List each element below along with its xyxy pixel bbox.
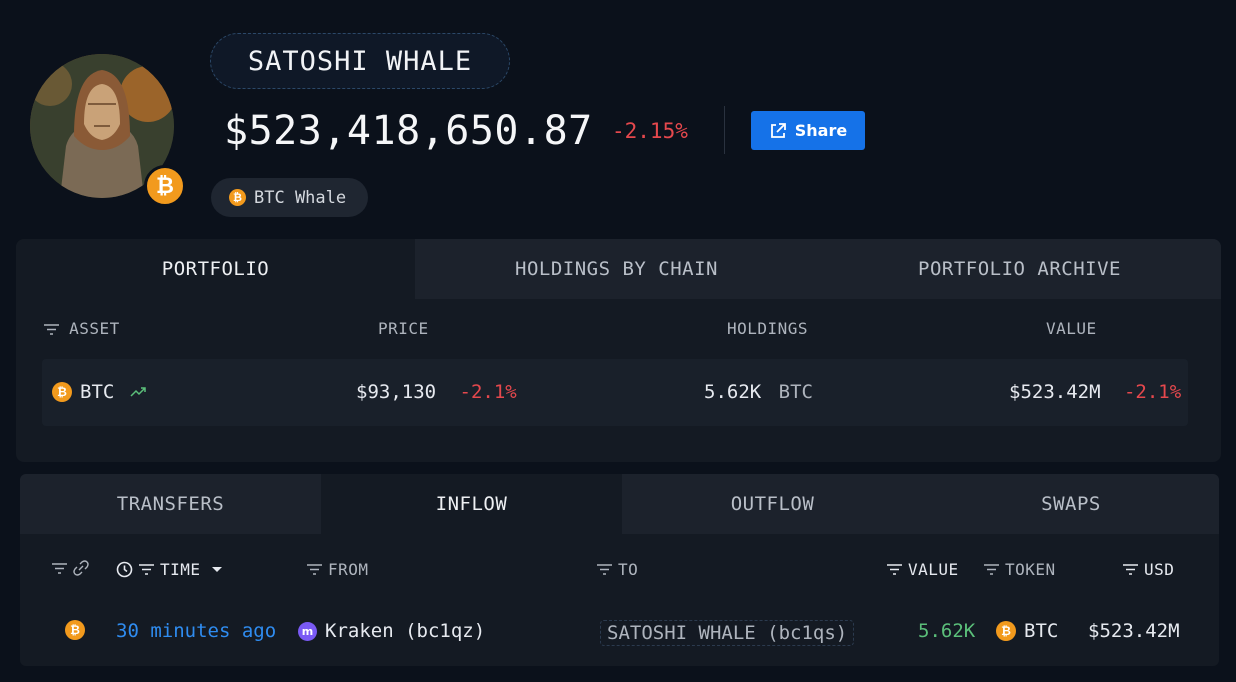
divider xyxy=(724,106,725,154)
bitcoin-icon: ₿ xyxy=(65,620,85,640)
column-usd[interactable]: USD xyxy=(1123,560,1174,579)
total-portfolio-value: $523,418,650.87 xyxy=(224,108,593,154)
link-icon xyxy=(73,560,89,576)
column-time[interactable]: TIME xyxy=(116,560,223,579)
tab-inflow[interactable]: INFLOW xyxy=(321,474,622,534)
price-value: $93,130 xyxy=(356,381,437,403)
holdings-cell: 5.62K BTC xyxy=(704,381,813,403)
hooded-figure-icon xyxy=(30,54,174,198)
token-symbol: BTC xyxy=(1024,620,1059,642)
bitcoin-icon: ₿ xyxy=(52,382,72,402)
from-entity: Kraken (bc1qz) xyxy=(325,620,486,642)
bitcoin-icon: ₿ xyxy=(229,189,246,206)
entity-tag[interactable]: ₿ BTC Whale xyxy=(211,178,368,217)
chain-cell: ₿ xyxy=(65,620,85,640)
price-cell: $93,130 -2.1% xyxy=(356,381,517,403)
time-link[interactable]: 30 minutes ago xyxy=(116,620,277,642)
external-link-icon xyxy=(770,122,786,138)
profile-name: SATOSHI WHALE xyxy=(210,33,510,89)
transfer-usd: $523.42M xyxy=(1088,620,1180,642)
from-cell[interactable]: m Kraken (bc1qz) xyxy=(298,620,485,642)
tab-transfers[interactable]: TRANSFERS xyxy=(20,474,321,534)
total-change: -2.15% xyxy=(612,119,688,143)
tag-label: BTC Whale xyxy=(254,187,347,208)
transfer-value: 5.62K xyxy=(918,620,976,642)
filter-icon xyxy=(597,564,612,575)
to-entity: SATOSHI WHALE (bc1qs) xyxy=(600,620,855,646)
token-cell[interactable]: ₿ BTC xyxy=(996,620,1058,642)
filter-icon xyxy=(52,562,67,574)
column-chain[interactable] xyxy=(52,560,89,576)
tab-portfolio-archive[interactable]: PORTFOLIO ARCHIVE xyxy=(818,239,1221,299)
trend-up-icon xyxy=(130,387,147,397)
bitcoin-icon: ₿ xyxy=(996,621,1016,641)
column-from[interactable]: FROM xyxy=(307,560,369,579)
column-to[interactable]: TO xyxy=(597,560,638,579)
filter-icon xyxy=(887,564,902,575)
column-holdings[interactable]: HOLDINGS xyxy=(727,319,809,338)
holdings-value: 5.62K xyxy=(704,381,762,403)
asset-cell: ₿ BTC xyxy=(52,381,147,403)
transfers-panel: TRANSFERS INFLOW OUTFLOW SWAPS TIME FROM… xyxy=(20,474,1219,666)
filter-icon xyxy=(307,564,322,575)
portfolio-panel: PORTFOLIO HOLDINGS BY CHAIN PORTFOLIO AR… xyxy=(16,239,1221,462)
tab-outflow[interactable]: OUTFLOW xyxy=(622,474,923,534)
transfer-tabs: TRANSFERS INFLOW OUTFLOW SWAPS xyxy=(20,474,1219,534)
value-amount: $523.42M xyxy=(1009,381,1101,403)
price-change: -2.1% xyxy=(459,381,517,403)
share-button[interactable]: Share xyxy=(751,111,865,150)
portfolio-tabs: PORTFOLIO HOLDINGS BY CHAIN PORTFOLIO AR… xyxy=(16,239,1221,299)
tab-swaps[interactable]: SWAPS xyxy=(923,474,1219,534)
holdings-unit: BTC xyxy=(778,381,813,403)
sort-down-icon xyxy=(211,566,222,572)
column-token[interactable]: TOKEN xyxy=(984,560,1056,579)
filter-icon xyxy=(984,564,999,575)
filter-icon xyxy=(139,564,154,575)
share-label: Share xyxy=(794,121,848,140)
tab-portfolio[interactable]: PORTFOLIO xyxy=(16,239,415,299)
column-price[interactable]: PRICE xyxy=(378,319,429,338)
table-row[interactable]: ₿ BTC $93,130 -2.1% 5.62K BTC $523.42M -… xyxy=(42,359,1188,426)
column-value[interactable]: VALUE xyxy=(1046,319,1097,338)
tab-holdings-by-chain[interactable]: HOLDINGS BY CHAIN xyxy=(415,239,818,299)
avatar xyxy=(30,54,174,198)
kraken-icon: m xyxy=(298,621,317,641)
filter-icon xyxy=(1123,564,1138,575)
asset-name: BTC xyxy=(80,381,115,403)
value-cell: $523.42M -2.1% xyxy=(1009,381,1181,403)
to-cell[interactable]: SATOSHI WHALE (bc1qs) xyxy=(600,620,855,646)
filter-icon xyxy=(44,324,59,335)
column-value[interactable]: VALUE xyxy=(887,560,959,579)
value-change: -2.1% xyxy=(1123,381,1182,403)
bitcoin-badge-icon: ₿ xyxy=(144,165,186,207)
column-asset[interactable]: ASSET xyxy=(44,319,120,338)
clock-icon xyxy=(116,561,133,578)
